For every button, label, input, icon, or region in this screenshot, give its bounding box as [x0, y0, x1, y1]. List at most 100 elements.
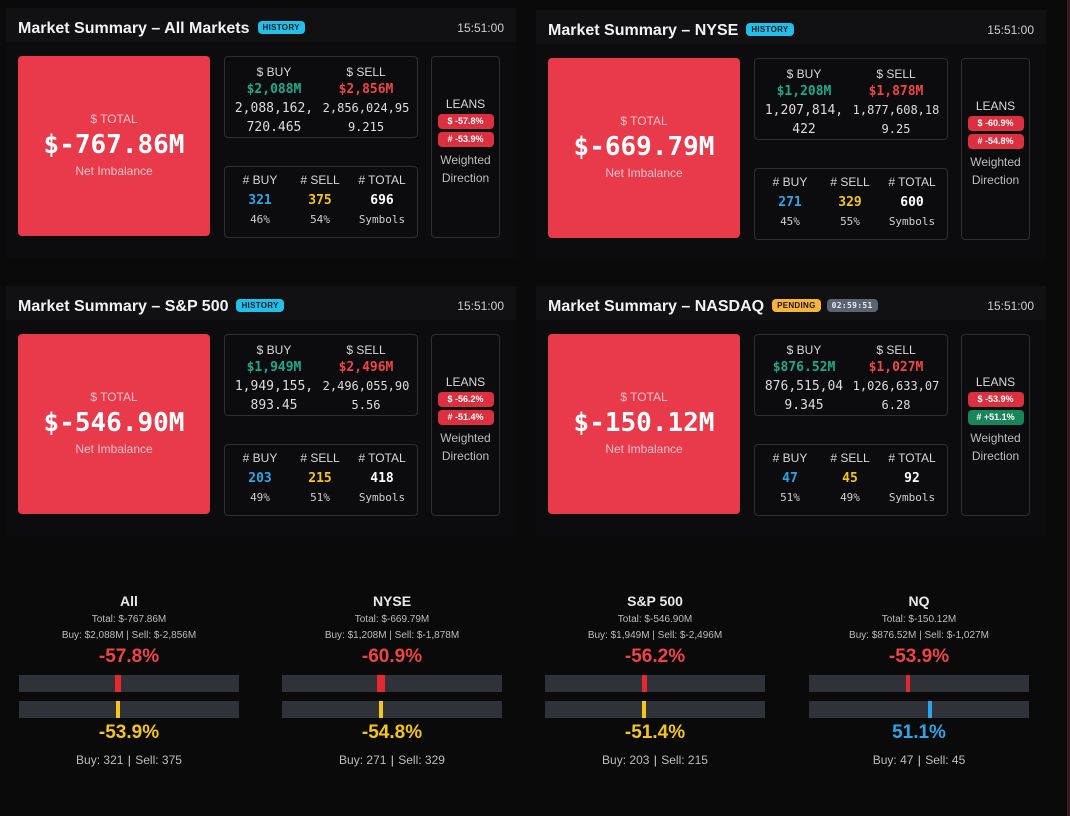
dollar-lean-pill: $ -60.9%	[967, 116, 1024, 131]
dollar-lean-marker	[115, 675, 121, 692]
footer-sell: Sell: 329	[398, 753, 445, 767]
count-sell: 329	[838, 195, 862, 210]
dollar-buy-label: $ BUY	[256, 343, 292, 357]
pct-sell: 54%	[310, 213, 330, 226]
pct-sell: 55%	[840, 215, 860, 228]
dollar-buy-raw: 1,949,155,893.45	[234, 379, 314, 413]
total-label: $ TOTAL	[90, 390, 138, 404]
count-sell: 215	[308, 471, 332, 486]
summary-name: NYSE	[372, 593, 412, 609]
panel-title-text: Market Summary – NASDAQ	[548, 298, 765, 315]
summary-name: All	[120, 593, 138, 609]
count-total-col: # TOTAL 92 Symbols	[879, 451, 945, 504]
count-sell: 45	[842, 471, 858, 486]
leans-title: LEANS	[975, 375, 1016, 389]
summary-total: Total: $-546.90M	[617, 614, 693, 625]
symbols-label: Symbols	[358, 213, 406, 226]
dollar-sell-amount: $1,878M	[868, 84, 924, 99]
total-value: $-546.90M	[43, 408, 185, 438]
dollar-sell-raw: 1,877,608,189.25	[852, 103, 940, 136]
count-sell-col: # SELL 45 49%	[819, 451, 881, 504]
count-box: # BUY 203 49% # SELL 215 51% # TOTAL 418…	[224, 444, 418, 516]
dollar-box: $ BUY $876.52M 876,515,049.345 $ SELL $1…	[754, 334, 948, 416]
dollar-buy-amount: $2,088M	[246, 82, 302, 97]
total-value: $-669.79M	[573, 132, 715, 162]
history-badge[interactable]: HISTORY	[746, 23, 794, 36]
count-buy: 47	[782, 471, 798, 486]
pct-buy: 51%	[780, 491, 800, 504]
summary-buy-sell: Buy: $1,949M | Sell: $-2,496M	[587, 630, 723, 641]
summary-footer: Buy: 203 | Sell: 215	[540, 753, 770, 767]
panel-time: 15:51:00	[457, 21, 504, 35]
summary-total: Total: $-150.12M	[881, 614, 957, 625]
count-lean-bar	[545, 701, 765, 718]
panel-time: 15:51:00	[457, 299, 504, 313]
pct-sell: 51%	[310, 491, 330, 504]
count-sell-label: # SELL	[300, 451, 340, 465]
count-buy: 321	[248, 193, 272, 208]
summary-nyse: NYSE Total: $-669.79M Buy: $1,208M | Sel…	[277, 590, 507, 767]
dollar-buy-col: $ BUY $1,949M 1,949,155,893.45	[231, 343, 317, 415]
count-total: 696	[370, 193, 394, 208]
count-box: # BUY 47 51% # SELL 45 49% # TOTAL 92 Sy…	[754, 444, 948, 516]
count-total-label: # TOTAL	[358, 451, 406, 465]
dollar-buy-amount: $1,949M	[246, 360, 302, 375]
dollar-buy-col: $ BUY $876.52M 876,515,049.345	[761, 343, 847, 415]
dollar-lean-pill: $ -57.8%	[437, 114, 494, 129]
summary-buy-sell: Buy: $1,208M | Sell: $-1,878M	[324, 630, 460, 641]
history-badge[interactable]: HISTORY	[236, 299, 284, 312]
panel-sp500: Market Summary – S&P 500 HISTORY 15:51:00…	[6, 286, 516, 536]
count-total-col: # TOTAL 418 Symbols	[349, 451, 415, 504]
footer-buy: Buy: 47	[872, 753, 914, 767]
symbols-label: Symbols	[888, 215, 936, 228]
count-lean-value: -53.9%	[98, 722, 160, 743]
summary-sp500: S&P 500 Total: $-546.90M Buy: $1,949M | …	[540, 590, 770, 767]
summary-footer: Buy: 47 | Sell: 45	[804, 753, 1034, 767]
footer-sell: Sell: 375	[135, 753, 182, 767]
pending-badge[interactable]: PENDING	[772, 299, 821, 312]
footer-buy: Buy: 271	[339, 753, 387, 767]
dollar-lean-bar	[545, 675, 765, 692]
summary-footer: Buy: 321 | Sell: 375	[14, 753, 244, 767]
pct-buy: 46%	[250, 213, 270, 226]
dollar-sell-raw: 2,856,024,959.215	[322, 101, 410, 134]
dollar-lean-marker	[377, 675, 385, 692]
leans-box: LEANS $ -60.9% # -54.8% Weighted Directi…	[961, 58, 1030, 240]
summary-footer: Buy: 271 | Sell: 329	[277, 753, 507, 767]
dollar-lean-value: -57.8%	[98, 646, 160, 667]
dollar-sell-col: $ SELL $1,878M 1,877,608,189.25	[851, 67, 941, 139]
count-total: 600	[900, 195, 924, 210]
count-buy-col: # BUY 271 45%	[759, 175, 821, 228]
dollar-sell-col: $ SELL $1,027M 1,026,633,076.28	[851, 343, 941, 415]
summary-total: Total: $-767.86M	[91, 614, 167, 625]
weighted-direction-label: Weighted Direction	[970, 155, 1021, 187]
dollar-lean-value: -60.9%	[361, 646, 423, 667]
panel-title-text: Market Summary – S&P 500	[18, 298, 229, 315]
summary-total: Total: $-669.79M	[354, 614, 430, 625]
count-box: # BUY 321 46% # SELL 375 54% # TOTAL 696…	[224, 166, 418, 238]
net-imbalance-box: $ TOTAL $-669.79M Net Imbalance	[548, 58, 740, 238]
summary-name: S&P 500	[627, 593, 683, 609]
count-lean-bar	[809, 701, 1029, 718]
total-value: $-767.86M	[43, 130, 185, 160]
total-caption: Net Imbalance	[75, 442, 153, 456]
dollar-lean-bar	[282, 675, 502, 692]
history-badge[interactable]: HISTORY	[257, 21, 305, 34]
leans-title: LEANS	[445, 97, 486, 111]
count-lean-marker	[642, 701, 646, 718]
count-total-label: # TOTAL	[888, 451, 936, 465]
total-label: $ TOTAL	[90, 112, 138, 126]
dollar-box: $ BUY $1,949M 1,949,155,893.45 $ SELL $2…	[224, 334, 418, 416]
count-total-label: # TOTAL	[888, 175, 936, 189]
pct-buy: 45%	[780, 215, 800, 228]
count-lean-marker	[928, 701, 932, 718]
dollar-buy-raw: 2,088,162,720.465	[234, 101, 314, 135]
total-caption: Net Imbalance	[605, 442, 683, 456]
count-lean-value: -51.4%	[624, 722, 686, 743]
dollar-buy-raw: 876,515,049.345	[764, 379, 844, 413]
footer-divider: |	[917, 753, 921, 767]
leans-box: LEANS $ -53.9% # +51.1% Weighted Directi…	[961, 334, 1030, 516]
panel-title-text: Market Summary – All Markets	[18, 20, 250, 37]
footer-divider: |	[653, 753, 657, 767]
dollar-buy-raw: 1,207,814,422	[764, 103, 844, 137]
